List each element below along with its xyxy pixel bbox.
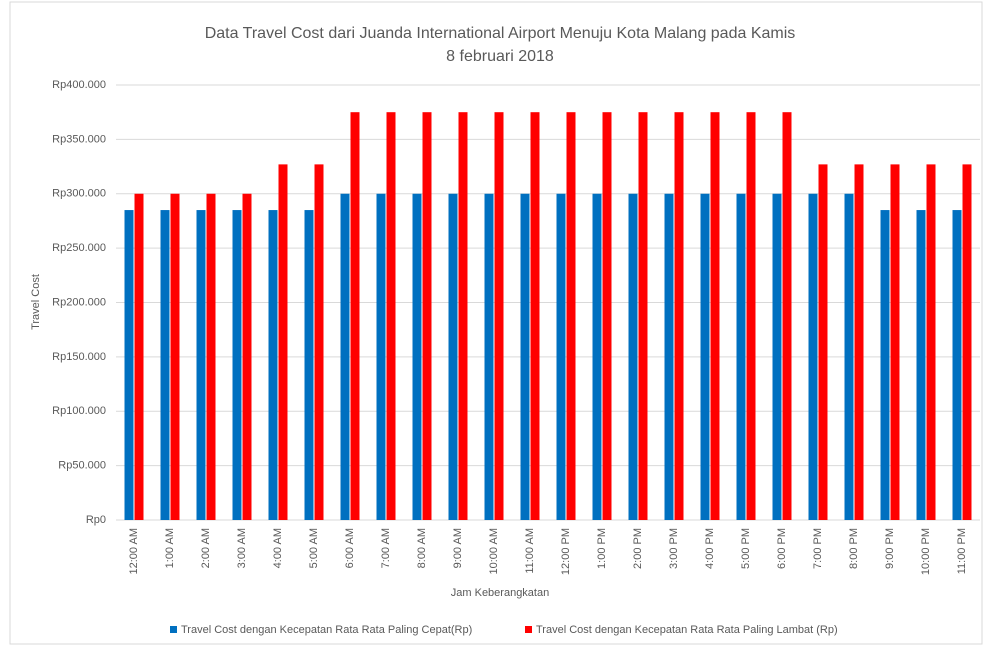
bar <box>638 112 648 520</box>
bar <box>304 210 314 520</box>
bar <box>746 112 756 520</box>
x-tick-label: 3:00 PM <box>668 528 680 569</box>
chart-title: Data Travel Cost dari Juanda Internation… <box>205 25 796 42</box>
bar <box>448 193 458 520</box>
legend-swatch <box>170 626 177 633</box>
y-tick-label: Rp300.000 <box>52 188 106 200</box>
y-tick-label: Rp250.000 <box>52 242 106 254</box>
bar <box>736 193 746 520</box>
x-tick-label: 7:00 AM <box>380 528 392 568</box>
bar <box>916 210 926 520</box>
bar <box>242 193 252 520</box>
y-tick-label: Rp100.000 <box>52 405 106 417</box>
bar <box>160 210 170 520</box>
bar <box>926 164 936 520</box>
bar <box>890 164 900 520</box>
x-tick-label: 8:00 PM <box>848 528 860 569</box>
bar <box>376 193 386 520</box>
x-axis-title: Jam Keberangkatan <box>451 587 549 599</box>
y-tick-label: Rp0 <box>86 514 106 526</box>
x-tick-label: 7:00 PM <box>812 528 824 569</box>
bar <box>206 193 216 520</box>
bar <box>818 164 828 520</box>
x-tick-label: 10:00 AM <box>488 528 500 574</box>
x-tick-label: 9:00 AM <box>452 528 464 568</box>
x-tick-label: 3:00 AM <box>236 528 248 568</box>
x-tick-label: 5:00 AM <box>308 528 320 568</box>
bar <box>268 210 278 520</box>
bar <box>962 164 972 520</box>
bar <box>592 193 602 520</box>
y-tick-label: Rp150.000 <box>52 351 106 363</box>
x-tick-label: 8:00 AM <box>416 528 428 568</box>
bar <box>782 112 792 520</box>
x-tick-label: 5:00 PM <box>740 528 752 569</box>
x-tick-label: 12:00 PM <box>560 528 572 575</box>
bar <box>566 112 576 520</box>
bar <box>340 193 350 520</box>
bar <box>808 193 818 520</box>
bar <box>386 112 396 520</box>
bar <box>520 193 530 520</box>
bar <box>772 193 782 520</box>
x-tick-label: 1:00 AM <box>164 528 176 568</box>
bar <box>556 193 566 520</box>
x-tick-label: 11:00 PM <box>956 528 968 574</box>
bar <box>124 210 134 520</box>
y-tick-label: Rp50.000 <box>58 460 106 472</box>
x-tick-label: 2:00 AM <box>200 528 212 568</box>
bar <box>664 193 674 520</box>
legend-label: Travel Cost dengan Kecepatan Rata Rata P… <box>181 624 472 636</box>
bar <box>412 193 422 520</box>
bar <box>952 210 962 520</box>
x-tick-label: 2:00 PM <box>632 528 644 569</box>
bar <box>700 193 710 520</box>
bar <box>232 210 242 520</box>
x-tick-label: 1:00 PM <box>596 528 608 569</box>
bar <box>458 112 468 520</box>
bar <box>278 164 288 520</box>
bar <box>628 193 638 520</box>
bar <box>530 112 540 520</box>
bar <box>710 112 720 520</box>
x-tick-label: 11:00 AM <box>524 528 536 574</box>
y-tick-label: Rp400.000 <box>52 79 106 91</box>
x-tick-label: 12:00 AM <box>128 528 140 574</box>
bar <box>844 193 854 520</box>
bar <box>134 193 144 520</box>
legend-swatch <box>525 626 532 633</box>
bar <box>854 164 864 520</box>
x-tick-label: 9:00 PM <box>884 528 896 569</box>
x-tick-label: 6:00 AM <box>344 528 356 568</box>
bar <box>494 112 504 520</box>
chart-frame <box>9 1 983 645</box>
y-tick-label: Rp350.000 <box>52 133 106 145</box>
chart-title: 8 februari 2018 <box>446 48 554 65</box>
y-axis-title: Travel Cost <box>30 274 42 330</box>
bar <box>602 112 612 520</box>
x-tick-label: 6:00 PM <box>776 528 788 569</box>
bar <box>674 112 684 520</box>
x-tick-label: 10:00 PM <box>920 528 932 575</box>
bar <box>196 210 206 520</box>
legend-label: Travel Cost dengan Kecepatan Rata Rata P… <box>536 624 838 636</box>
bar <box>880 210 890 520</box>
bar <box>350 112 360 520</box>
x-tick-label: 4:00 PM <box>704 528 716 569</box>
bar <box>422 112 432 520</box>
x-tick-label: 4:00 AM <box>272 528 284 568</box>
bar <box>170 193 180 520</box>
bar <box>484 193 494 520</box>
y-tick-label: Rp200.000 <box>52 296 106 308</box>
bar <box>314 164 324 520</box>
